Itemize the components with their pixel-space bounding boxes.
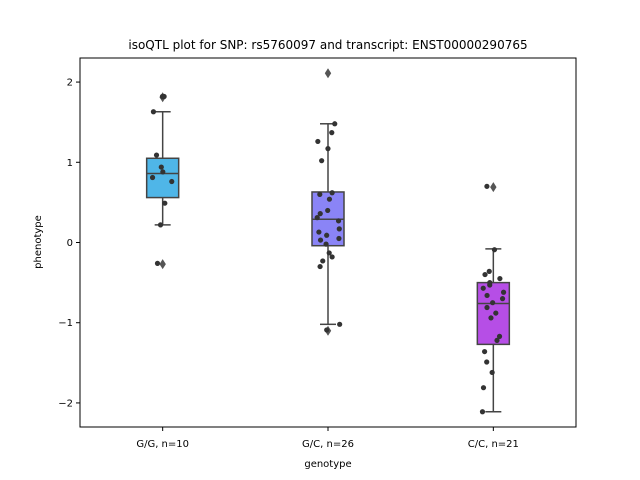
- data-point: [332, 121, 338, 127]
- data-point: [324, 327, 330, 333]
- data-point: [337, 321, 343, 327]
- y-axis-label: phenotype: [33, 215, 44, 269]
- data-point: [481, 348, 488, 355]
- plot-area: −2 −1 0 1 2 G/G, n=10 G/C, n=26 C/C, n=21: [58, 68, 519, 450]
- data-point: [489, 369, 495, 376]
- data-point: [336, 235, 342, 242]
- data-point: [486, 268, 492, 274]
- data-point: [482, 271, 488, 278]
- data-point: [162, 200, 168, 206]
- data-point: [161, 93, 167, 100]
- data-point: [493, 310, 499, 316]
- data-point: [336, 226, 342, 232]
- data-point: [324, 232, 330, 238]
- data-point: [154, 260, 161, 266]
- outlier-marker: [324, 68, 332, 79]
- data-point: [494, 337, 500, 343]
- y-tick-label: 2: [67, 78, 73, 89]
- data-point: [316, 229, 322, 235]
- y-tick-label: 1: [67, 158, 73, 169]
- data-point: [325, 146, 331, 152]
- axes-frame: [79, 57, 577, 428]
- data-point: [329, 130, 335, 136]
- x-tick-label: G/G, n=10: [136, 439, 189, 450]
- data-point: [484, 183, 490, 189]
- y-tick-label: −1: [58, 318, 73, 329]
- y-tick-label: 0: [67, 238, 73, 249]
- data-point: [499, 296, 506, 302]
- data-point: [497, 275, 503, 282]
- data-point: [329, 254, 335, 260]
- data-point: [315, 138, 321, 145]
- data-point: [153, 152, 160, 158]
- data-point: [157, 222, 164, 228]
- x-tick-label: C/C, n=21: [468, 439, 519, 450]
- data-point: [317, 263, 323, 270]
- data-point: [325, 207, 331, 214]
- data-point: [490, 300, 496, 306]
- data-point: [169, 178, 175, 185]
- data-point: [480, 385, 487, 391]
- data-point: [484, 304, 490, 311]
- data-point: [317, 237, 324, 243]
- x-axis-label: genotype: [304, 459, 351, 470]
- data-point: [496, 333, 503, 339]
- data-point: [484, 359, 490, 365]
- data-point: [150, 109, 157, 115]
- data-point: [317, 191, 323, 197]
- data-point: [491, 247, 498, 253]
- data-point: [320, 258, 326, 264]
- data-point: [480, 285, 486, 291]
- data-point: [314, 215, 320, 221]
- outlier-marker: [490, 182, 497, 193]
- data-point: [487, 282, 493, 288]
- data-point: [323, 241, 329, 247]
- x-tick-label: G/C, n=26: [302, 439, 354, 450]
- outlier-marker: [159, 259, 166, 270]
- data-point: [158, 164, 164, 170]
- data-point: [326, 196, 333, 202]
- y-tick-label: −2: [58, 398, 73, 409]
- data-point: [317, 211, 323, 217]
- data-point: [329, 190, 335, 196]
- chart-title: isoQTL plot for SNP: rs5760097 and trans…: [128, 38, 527, 52]
- data-point: [500, 289, 507, 295]
- data-point: [149, 174, 156, 181]
- data-point: [479, 409, 486, 415]
- data-point: [319, 158, 325, 164]
- data-point: [335, 218, 342, 224]
- data-point: [488, 315, 494, 321]
- data-point: [326, 250, 332, 256]
- data-point: [484, 292, 490, 299]
- data-point: [160, 169, 166, 175]
